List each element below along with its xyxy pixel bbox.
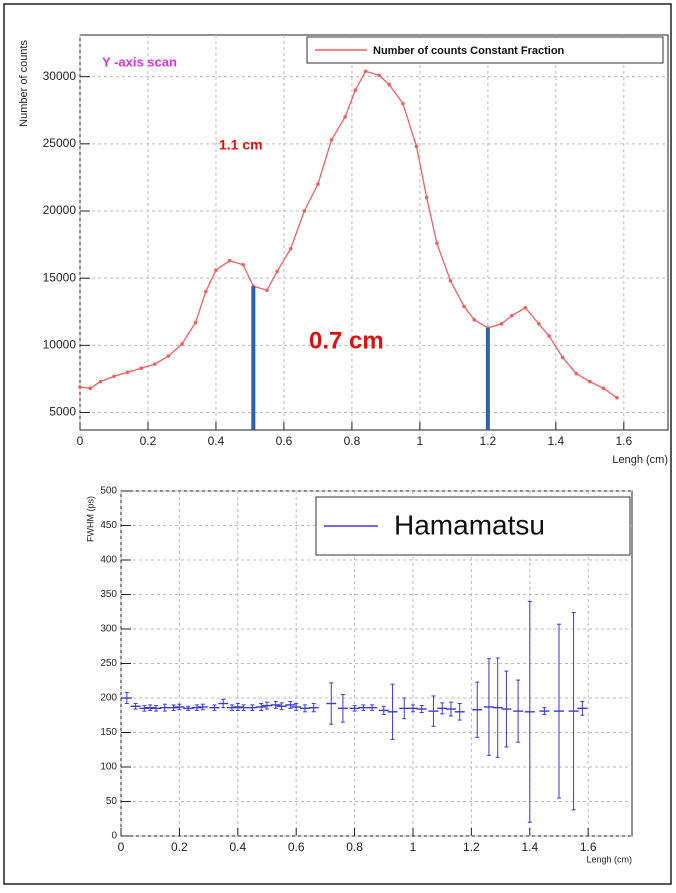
y-tick-label: 5000 xyxy=(49,405,76,419)
data-point xyxy=(424,195,429,200)
data-point xyxy=(112,374,116,379)
legend-label: Hamamatsu xyxy=(394,509,545,540)
x-tick-label: 0 xyxy=(77,434,84,448)
data-point xyxy=(125,370,130,375)
data-point xyxy=(377,73,381,78)
data-point xyxy=(98,379,103,384)
data-point xyxy=(214,268,218,272)
x-tick-label: 1.2 xyxy=(463,840,480,854)
data-point xyxy=(401,101,405,106)
x-tick-label: 1.4 xyxy=(521,840,538,854)
data-point xyxy=(329,137,334,142)
y-tick-label: 350 xyxy=(100,589,117,600)
legend-label: Number of counts Constant Fraction xyxy=(373,45,565,57)
data-point xyxy=(615,395,619,400)
y-tick-label: 30000 xyxy=(43,69,77,83)
data-point xyxy=(509,313,514,318)
y-tick-label: 200 xyxy=(100,693,117,704)
y-tick-label: 300 xyxy=(100,624,117,635)
data-point xyxy=(560,355,565,360)
x-tick-label: 1.2 xyxy=(480,434,497,448)
data-point xyxy=(265,288,269,293)
y-tick-label: 100 xyxy=(100,762,117,773)
x-tick-label: 0.8 xyxy=(346,840,363,854)
x-tick-label: 0.8 xyxy=(344,434,361,448)
data-point xyxy=(88,386,92,391)
data-point xyxy=(472,318,477,322)
data-point xyxy=(241,262,245,267)
annotation: 1.1 cm xyxy=(219,137,263,153)
x-tick-label: 0.4 xyxy=(229,840,246,854)
x-tick-label: 1 xyxy=(410,840,417,854)
y-tick-label: 450 xyxy=(100,520,117,531)
data-point xyxy=(316,182,320,186)
x-tick-label: 0.2 xyxy=(140,434,157,448)
y-tick-label: 10000 xyxy=(43,338,77,352)
annotation: 0.7 cm xyxy=(309,327,384,354)
data-point xyxy=(203,289,208,294)
x-tick-label: 1 xyxy=(417,434,424,448)
data-point xyxy=(363,69,368,74)
data-point xyxy=(227,258,232,263)
data-point xyxy=(193,320,198,325)
data-point xyxy=(523,305,528,310)
data-point xyxy=(574,371,579,376)
x-axis-label: Lengh (cm) xyxy=(612,454,668,466)
x-tick-label: 0.2 xyxy=(171,840,188,854)
x-tick-label: 0.6 xyxy=(276,434,293,448)
data-point xyxy=(166,354,171,358)
y-tick-label: 0 xyxy=(111,831,117,842)
chart: 0 0.2 0.4 0.6 0.8 1 1.2 1.4 1.6 0 50 100 150 200 250 30… xyxy=(85,486,633,864)
y-tick-label: 25000 xyxy=(43,136,77,150)
x-tick-label: 0.4 xyxy=(208,434,225,448)
data-point xyxy=(302,209,307,213)
x-tick-label: 0 xyxy=(118,840,125,854)
data-point xyxy=(387,82,392,87)
data-point xyxy=(288,246,293,251)
x-tick-label: 0.6 xyxy=(288,840,305,854)
data-point xyxy=(343,115,347,119)
x-tick-label: 1.6 xyxy=(580,840,597,854)
y-tick-label: 150 xyxy=(100,727,117,738)
data-point xyxy=(462,304,466,309)
chart: 0 0.2 0.4 0.6 0.8 1 1.2 1.4 1.6 5000 10000 15000 200… xyxy=(18,34,669,466)
data-point xyxy=(139,366,143,370)
data-point xyxy=(435,241,439,246)
data-point xyxy=(152,362,157,366)
data-point xyxy=(588,379,592,384)
x-tick-label: 1.6 xyxy=(615,434,632,448)
y-axis-label: Number of counts xyxy=(18,40,30,127)
data-point xyxy=(601,386,606,391)
data-point xyxy=(537,322,541,326)
y-axis-label: FWHM (ps) xyxy=(85,496,95,542)
x-axis-label: Lengh (cm) xyxy=(586,854,632,864)
data-point xyxy=(353,88,358,92)
y-tick-label: 500 xyxy=(100,486,117,497)
data-point xyxy=(275,269,279,274)
data-point xyxy=(499,322,504,326)
y-tick-label: 15000 xyxy=(43,270,77,284)
annotation: Y -axis scan xyxy=(102,54,177,69)
y-tick-label: 400 xyxy=(100,555,117,566)
data-line xyxy=(79,70,618,399)
data-point xyxy=(547,334,551,338)
data-point xyxy=(180,342,184,346)
x-tick-label: 1.4 xyxy=(547,434,564,448)
data-point xyxy=(78,385,82,389)
plot-area xyxy=(79,34,669,431)
y-tick-label: 250 xyxy=(100,658,117,669)
data-point xyxy=(448,279,453,283)
data-point xyxy=(414,144,419,149)
y-tick-label: 50 xyxy=(106,796,118,807)
y-tick-label: 20000 xyxy=(43,203,77,217)
